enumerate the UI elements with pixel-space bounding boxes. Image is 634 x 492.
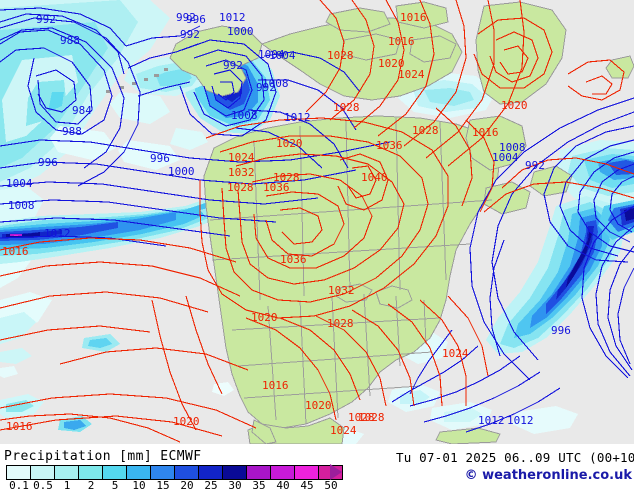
colorbar-overflow-arrow-icon [330,464,342,480]
colorbar-swatch-20[interactable] [175,466,199,479]
isobar-label-high-1: 1016 [6,420,33,433]
isobar-label-low-13: 1000 [227,25,254,38]
isobar-label-high-26: 1028 [348,411,375,424]
map-canvas[interactable]: 992 988 984 988 996 1004 1008 1012 996 1000 992 996… [0,0,634,444]
colorbar-tick-labels: 0.1 0.5 1 2 5 10 15 20 25 30 35 40 45 50 [0,479,360,492]
isobar-label-high-28: 1024 [442,347,469,360]
isobar-label-high-0: 1016 [2,245,29,258]
colorbar-swatch-1[interactable] [55,466,79,479]
isobar-label-low-10: 992 [176,11,196,24]
isobar-label-low-2: 984 [72,104,92,117]
isobar-label-high-23: 1028 [327,317,354,330]
isobar-label-high-24: 1016 [262,379,289,392]
isobar-label-low-3: 988 [62,125,82,138]
product-title: Precipitation [mm] ECMWF [4,449,202,464]
isobar-label-high-13: 1024 [228,151,255,164]
isobar-label-high-27: 1024 [330,424,357,437]
isobar-label-high-4: 1016 [388,35,415,48]
isobar-label-low-27: 1012 [478,414,505,427]
isobar-label-high-12: 1020 [276,137,303,150]
colorbar-tick-50: 50 [324,479,338,492]
isobar-low-layer [0,7,634,433]
isobar-label-low-7: 1012 [44,227,71,240]
colorbar-swatch-45[interactable] [295,466,319,479]
colorbar-swatch-5[interactable] [103,466,127,479]
isobar-label-high-5: 1020 [378,57,405,70]
isobar-label-high-2: 1020 [173,415,200,428]
colorbar-tick-45: 45 [300,479,314,492]
colorbar-swatch-2[interactable] [79,466,103,479]
isobar-label-low-26: 1012 [507,414,534,427]
isobar-label-high-20: 1036 [280,253,307,266]
isobar-label-high-18: 1036 [376,139,403,152]
colorbar-tick-0.1: 0.1 [9,479,29,492]
isobar-label-low-19: 1008 [231,109,258,122]
isobar-label-low-11: 996 [186,13,206,26]
isobar-label-high-25: 1020 [305,399,332,412]
isobar-label-high-9: 1028 [412,124,439,137]
colorbar-swatch-35[interactable] [247,466,271,479]
colorbar-swatch-40[interactable] [271,466,295,479]
isobar-label-high-6: 1024 [398,68,425,81]
isobar-label-high-15: 1028 [273,171,300,184]
isobar-label-high-22: 1020 [251,311,278,324]
colorbar-tick-5: 5 [111,479,119,492]
isobar-label-high-7: 1028 [327,49,354,62]
colorbar-tick-40: 40 [276,479,290,492]
isobar-label-high-16: 1028 [227,181,254,194]
isobar-label-low-14: 992 [180,28,200,41]
isobar-label-low-15: 992 [256,81,276,94]
isobar-label-high-29: 1028 [358,411,385,424]
isobar-label-high-11: 1020 [501,99,528,112]
colorbar-swatch-10[interactable] [127,466,151,479]
isobar-label-low-9: 1000 [168,165,195,178]
isobar-label-low-20: 992 [223,59,243,72]
isobar-label-low-0: 992 [36,13,56,26]
isobar-label-low-24: 992 [525,159,545,172]
isobar-label-low-1: 988 [60,34,80,47]
colorbar-swatch-0.5[interactable] [31,466,55,479]
colorbar-swatch-0.1[interactable] [7,466,31,479]
isobar-label-low-4: 996 [38,156,58,169]
copyright-notice: © weatheronline.co.uk [464,468,632,483]
map-graphics [0,0,634,444]
colorbar-swatch-25[interactable] [199,466,223,479]
isobar-label-low-6: 1008 [8,199,35,212]
isobar-label-low-22: 1008 [499,141,526,154]
isobar-label-low-16: 1004 [258,48,285,61]
isobar-label-low-25: 996 [551,324,571,337]
colorbar-tick-10: 10 [132,479,146,492]
colorbar-tick-25: 25 [204,479,218,492]
isobar-label-low-21: 1004 [269,49,296,62]
isobar-label-low-8: 996 [150,152,170,165]
isobar-label-low-5: 1004 [6,177,33,190]
isobar-high-layer [0,0,634,443]
colorbar-tick-20: 20 [180,479,194,492]
colorbar-swatch-15[interactable] [151,466,175,479]
colorbar-tick-35: 35 [252,479,266,492]
isobar-label-high-19: 1040 [361,171,388,184]
isobar-label-high-17: 1036 [263,181,290,194]
isobar-label-high-10: 1016 [472,126,499,139]
legend-footer: Precipitation [mm] ECMWF Tu 07-01 2025 0… [0,444,634,492]
isobar-label-low-12: 1012 [219,11,246,24]
isobar-label-high-8: 1028 [333,101,360,114]
isobar-label-high-3: 1016 [400,11,427,24]
colorbar-swatch-30[interactable] [223,466,247,479]
isobar-label-high-14: 1032 [228,166,255,179]
isobar-label-low-18: 1012 [284,111,311,124]
colorbar-tick-15: 15 [156,479,170,492]
isobar-label-low-23: 1004 [492,151,519,164]
isobar-label-high-21: 1032 [328,284,355,297]
isobar-label-low-17: 1008 [262,77,289,90]
colorbar-tick-1: 1 [63,479,71,492]
colorbar-tick-0.5: 0.5 [33,479,53,492]
colorbar-tick-2: 2 [87,479,95,492]
forecast-datetime: Tu 07-01 2025 06..09 UTC (00+105) [396,450,634,465]
precipitation-colorbar[interactable] [6,465,343,480]
colorbar-tick-30: 30 [228,479,242,492]
